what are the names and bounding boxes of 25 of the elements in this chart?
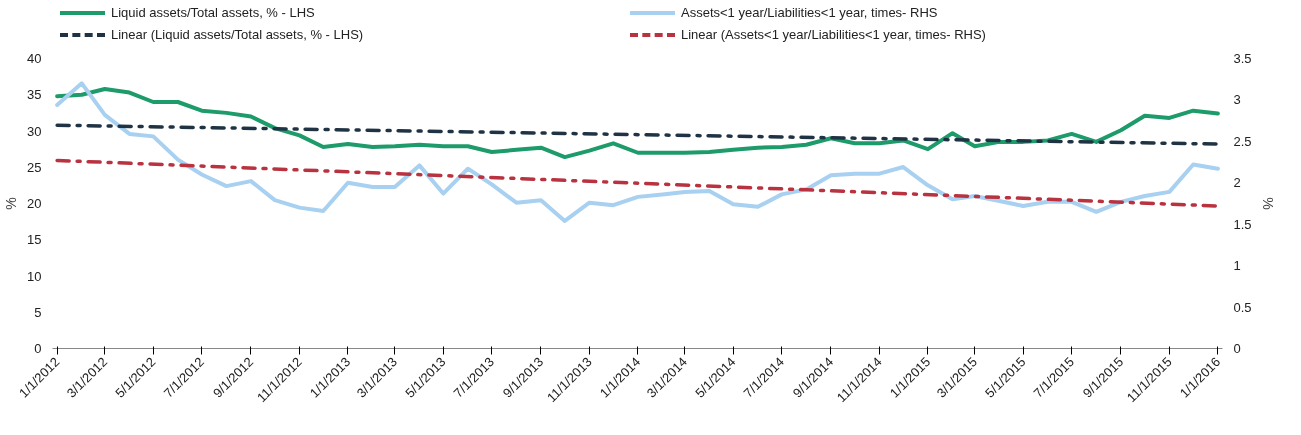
y-tick-label: 15 <box>27 232 42 248</box>
line-series <box>55 86 1220 160</box>
y2-tick-label: 2.5 <box>1233 133 1252 149</box>
legend-label: Assets<1 year/Liabilities<1 year, times- RHS <box>681 3 938 22</box>
legend-label: Linear (Liquid assets/Total assets, % - LHS) <box>111 25 364 44</box>
y-tick-label: 35 <box>27 87 42 103</box>
legend-label: Liquid assets/Total assets, % - LHS <box>111 3 315 22</box>
y-tick-label: 25 <box>27 159 42 175</box>
y-tick-label: 0 <box>34 341 42 356</box>
line-series <box>55 81 1220 223</box>
y2-axis-title: % <box>1259 197 1276 210</box>
y-tick-label: 30 <box>27 123 42 139</box>
y2-tick-label: 1 <box>1233 258 1241 274</box>
y-tick-label: 10 <box>27 268 42 284</box>
y2-tick-label: 2 <box>1233 175 1241 191</box>
y-tick-label: 20 <box>27 196 42 211</box>
y-axis-title: % <box>3 197 20 210</box>
y2-tick-label: 3 <box>1233 92 1241 108</box>
y2-tick-label: 0.5 <box>1233 299 1252 315</box>
y-tick-label: 40 <box>27 51 42 66</box>
y2-tick-label: 1.5 <box>1233 216 1252 232</box>
legend-label: Linear (Assets<1 year/Liabilities<1 year, times- RHS) <box>681 25 986 44</box>
y2-tick-label: 0 <box>1233 341 1241 356</box>
y-tick-label: 5 <box>34 304 42 320</box>
y2-tick-label: 3.5 <box>1233 51 1252 66</box>
